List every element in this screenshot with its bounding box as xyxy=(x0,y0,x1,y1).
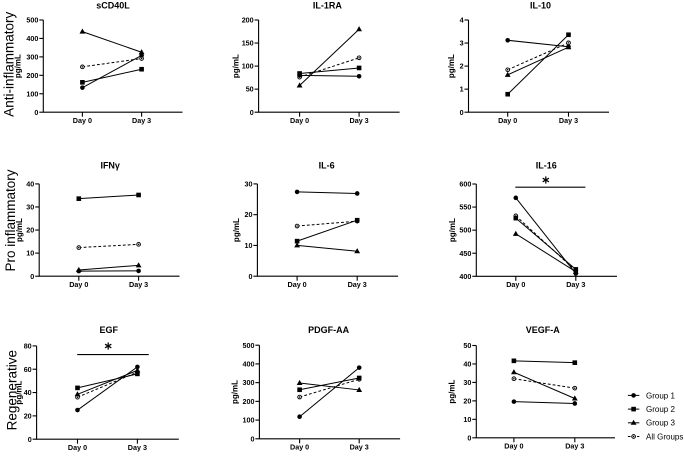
svg-text:pg/mL: pg/mL xyxy=(231,380,240,404)
svg-text:0: 0 xyxy=(30,272,34,281)
svg-text:Group 2: Group 2 xyxy=(646,405,675,414)
svg-text:pg/mL: pg/mL xyxy=(448,218,457,242)
svg-text:Day 0: Day 0 xyxy=(69,280,88,289)
svg-text:IL-1RA: IL-1RA xyxy=(313,1,343,11)
svg-text:Day 0: Day 0 xyxy=(506,280,525,289)
svg-text:550: 550 xyxy=(459,203,471,212)
svg-text:100: 100 xyxy=(26,89,38,98)
svg-text:150: 150 xyxy=(242,39,254,48)
svg-text:200: 200 xyxy=(242,16,254,25)
svg-text:0: 0 xyxy=(251,434,255,443)
svg-text:0: 0 xyxy=(467,433,471,442)
svg-text:500: 500 xyxy=(459,226,471,235)
svg-text:4: 4 xyxy=(460,16,464,25)
svg-text:Day 0: Day 0 xyxy=(290,116,309,125)
svg-text:10: 10 xyxy=(26,249,34,258)
svg-text:50: 50 xyxy=(463,341,471,350)
svg-text:500: 500 xyxy=(243,341,255,350)
svg-text:100: 100 xyxy=(243,416,255,425)
svg-text:Day 3: Day 3 xyxy=(348,280,367,289)
svg-text:20: 20 xyxy=(24,411,32,420)
svg-text:Day 3: Day 3 xyxy=(559,116,578,125)
svg-text:400: 400 xyxy=(26,34,38,43)
svg-text:100: 100 xyxy=(242,62,254,71)
svg-text:pg/mL: pg/mL xyxy=(232,218,241,242)
svg-text:400: 400 xyxy=(459,272,471,281)
svg-text:0: 0 xyxy=(249,272,253,281)
svg-text:pg/mL: pg/mL xyxy=(447,54,456,78)
svg-text:300: 300 xyxy=(243,378,255,387)
svg-text:IL-16: IL-16 xyxy=(536,160,557,170)
svg-text:0: 0 xyxy=(28,435,32,444)
svg-text:Group 1: Group 1 xyxy=(646,391,675,400)
svg-text:Day 0: Day 0 xyxy=(73,116,92,125)
svg-text:EGF: EGF xyxy=(100,325,119,335)
svg-text:Day 0: Day 0 xyxy=(68,443,87,452)
svg-text:1: 1 xyxy=(460,85,464,94)
svg-text:20: 20 xyxy=(245,210,253,219)
svg-text:Day 3: Day 3 xyxy=(132,116,151,125)
svg-text:Day 3: Day 3 xyxy=(350,116,369,125)
svg-text:0: 0 xyxy=(34,108,38,117)
svg-text:All Groups: All Groups xyxy=(646,432,683,441)
svg-text:pg/mL: pg/mL xyxy=(232,54,241,78)
svg-text:pg/mL: pg/mL xyxy=(448,380,457,404)
svg-text:500: 500 xyxy=(26,16,38,25)
svg-text:50: 50 xyxy=(246,85,254,94)
svg-text:60: 60 xyxy=(24,365,32,374)
svg-text:40: 40 xyxy=(24,388,32,397)
svg-text:2: 2 xyxy=(460,62,464,71)
svg-text:40: 40 xyxy=(26,179,34,188)
svg-text:Day 3: Day 3 xyxy=(129,280,148,289)
svg-text:Group 3: Group 3 xyxy=(646,419,675,428)
svg-text:Day 0: Day 0 xyxy=(290,443,309,452)
svg-text:300: 300 xyxy=(26,52,38,61)
svg-text:450: 450 xyxy=(459,249,471,258)
svg-text:200: 200 xyxy=(243,397,255,406)
svg-text:IFNγ: IFNγ xyxy=(100,160,120,170)
svg-text:PDGF-AA: PDGF-AA xyxy=(308,325,349,335)
svg-text:IL-6: IL-6 xyxy=(319,160,335,170)
svg-text:20: 20 xyxy=(26,226,34,235)
svg-text:20: 20 xyxy=(463,396,471,405)
svg-text:400: 400 xyxy=(243,359,255,368)
svg-text:Day 0: Day 0 xyxy=(498,116,517,125)
svg-text:Anti-inflammatory: Anti-inflammatory xyxy=(2,12,17,117)
svg-text:VEGF-A: VEGF-A xyxy=(526,325,561,335)
svg-text:Day 0: Day 0 xyxy=(288,280,307,289)
svg-text:Regenerative: Regenerative xyxy=(4,350,19,430)
svg-text:600: 600 xyxy=(459,180,471,189)
svg-text:IL-10: IL-10 xyxy=(530,1,551,11)
svg-text:30: 30 xyxy=(26,203,34,212)
svg-text:Day 0: Day 0 xyxy=(504,442,523,451)
svg-text:Day 3: Day 3 xyxy=(128,443,147,452)
svg-text:30: 30 xyxy=(245,179,253,188)
svg-text:Pro inflammatory: Pro inflammatory xyxy=(3,169,18,271)
svg-text:0: 0 xyxy=(460,108,464,117)
svg-text:80: 80 xyxy=(24,341,32,350)
svg-text:10: 10 xyxy=(245,241,253,250)
svg-text:sCD40L: sCD40L xyxy=(96,1,130,11)
svg-text:10: 10 xyxy=(463,415,471,424)
svg-text:30: 30 xyxy=(463,378,471,387)
svg-text:Day 3: Day 3 xyxy=(350,443,369,452)
svg-text:200: 200 xyxy=(26,71,38,80)
svg-text:0: 0 xyxy=(250,108,254,117)
svg-text:3: 3 xyxy=(460,39,464,48)
svg-text:Day 3: Day 3 xyxy=(566,280,585,289)
svg-text:Day 3: Day 3 xyxy=(565,442,584,451)
svg-text:40: 40 xyxy=(463,360,471,369)
